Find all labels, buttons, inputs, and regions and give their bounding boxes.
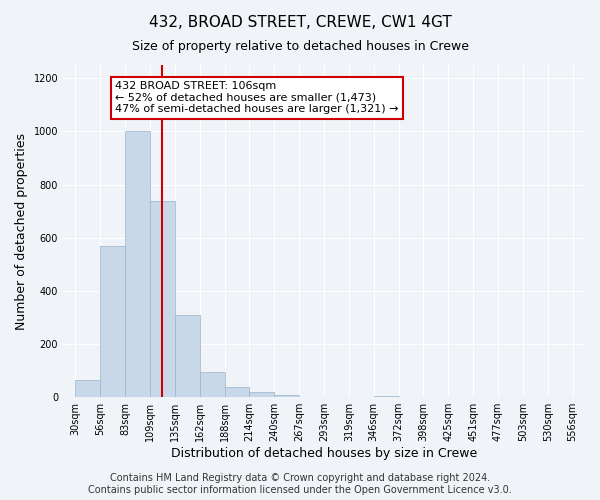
Bar: [374, 396, 398, 397]
Text: Contains HM Land Registry data © Crown copyright and database right 2024.
Contai: Contains HM Land Registry data © Crown c…: [88, 474, 512, 495]
Bar: [200, 372, 224, 397]
Bar: [274, 394, 299, 397]
Bar: [100, 246, 125, 397]
Text: 432 BROAD STREET: 106sqm
← 52% of detached houses are smaller (1,473)
47% of sem: 432 BROAD STREET: 106sqm ← 52% of detach…: [115, 81, 399, 114]
Bar: [76, 380, 100, 397]
Bar: [175, 315, 200, 397]
Text: 432, BROAD STREET, CREWE, CW1 4GT: 432, BROAD STREET, CREWE, CW1 4GT: [149, 15, 451, 30]
Bar: [150, 200, 175, 397]
Bar: [125, 132, 150, 397]
Bar: [250, 392, 274, 397]
Y-axis label: Number of detached properties: Number of detached properties: [15, 132, 28, 330]
Bar: [224, 386, 250, 397]
Text: Size of property relative to detached houses in Crewe: Size of property relative to detached ho…: [131, 40, 469, 53]
X-axis label: Distribution of detached houses by size in Crewe: Distribution of detached houses by size …: [171, 447, 477, 460]
